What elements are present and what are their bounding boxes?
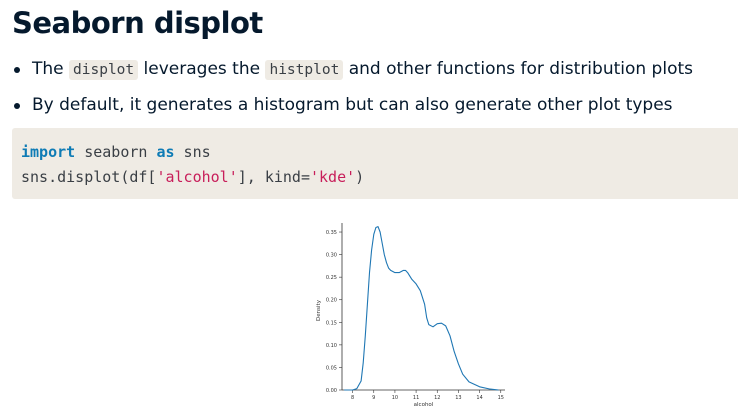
code-text: ) xyxy=(355,168,365,186)
x-tick-label: 11 xyxy=(413,395,419,401)
y-axis-label: Density xyxy=(316,299,322,321)
y-tick-label: 0.20 xyxy=(326,298,337,304)
code-text: sns xyxy=(174,143,211,161)
x-tick-label: 8 xyxy=(351,395,354,401)
y-tick-label: 0.35 xyxy=(326,230,337,236)
kde-density-chart: 0.00 0.05 0.10 0.15 0.20 0.25 0.30 0.35 8 9 10 11 12… xyxy=(316,223,505,408)
x-tick-label: 14 xyxy=(476,395,482,401)
kde-density-line xyxy=(344,226,499,391)
code-line-displot: sns.displot(df['alcohol'], kind='kde') xyxy=(21,166,738,191)
y-tick-label: 0.00 xyxy=(326,388,337,394)
code-text: ], kind= xyxy=(237,168,310,186)
inline-code-displot: displot xyxy=(69,60,139,80)
inline-code-histplot: histplot xyxy=(265,60,344,80)
bullet-text: and other functions for distribution plo… xyxy=(343,59,693,79)
x-tick-label: 12 xyxy=(434,395,440,401)
bullet-dot xyxy=(14,67,20,73)
y-tick-label: 0.05 xyxy=(326,365,337,371)
slide-title: Seaborn displot xyxy=(12,6,263,40)
y-tick-label: 0.25 xyxy=(326,275,337,281)
y-tick-label: 0.10 xyxy=(326,343,337,349)
x-tick-label: 10 xyxy=(392,395,398,401)
code-string: 'kde' xyxy=(310,168,356,186)
y-tick-label: 0.30 xyxy=(326,253,337,259)
code-keyword: as xyxy=(156,143,175,161)
code-keyword: import xyxy=(21,143,76,161)
bullet-text: By default, it generates a histogram but… xyxy=(32,95,673,115)
code-text: seaborn xyxy=(75,143,157,161)
bullet-dot xyxy=(14,103,20,109)
x-axis-label: alcohol xyxy=(414,402,434,408)
bullet-list: The displot leverages the histplot and o… xyxy=(12,58,738,130)
bullet-text: leverages the xyxy=(138,59,266,79)
code-text: sns.displot(df[ xyxy=(21,168,157,186)
y-tick-label: 0.15 xyxy=(326,320,337,326)
x-tick-label: 15 xyxy=(498,395,504,401)
bullet-item: The displot leverages the histplot and o… xyxy=(12,58,738,82)
chart-plot-area: 0.00 0.05 0.10 0.15 0.20 0.25 0.30 0.35 8 9 10 11 12… xyxy=(316,223,505,408)
x-tick-label: 9 xyxy=(372,395,375,401)
bullet-item: By default, it generates a histogram but… xyxy=(12,94,738,118)
code-block: import seaborn as sns sns.displot(df['al… xyxy=(12,128,738,199)
code-string: 'alcohol' xyxy=(156,168,238,186)
code-line-import: import seaborn as sns xyxy=(21,141,738,166)
bullet-text: The xyxy=(32,59,70,79)
x-tick-label: 13 xyxy=(455,395,461,401)
